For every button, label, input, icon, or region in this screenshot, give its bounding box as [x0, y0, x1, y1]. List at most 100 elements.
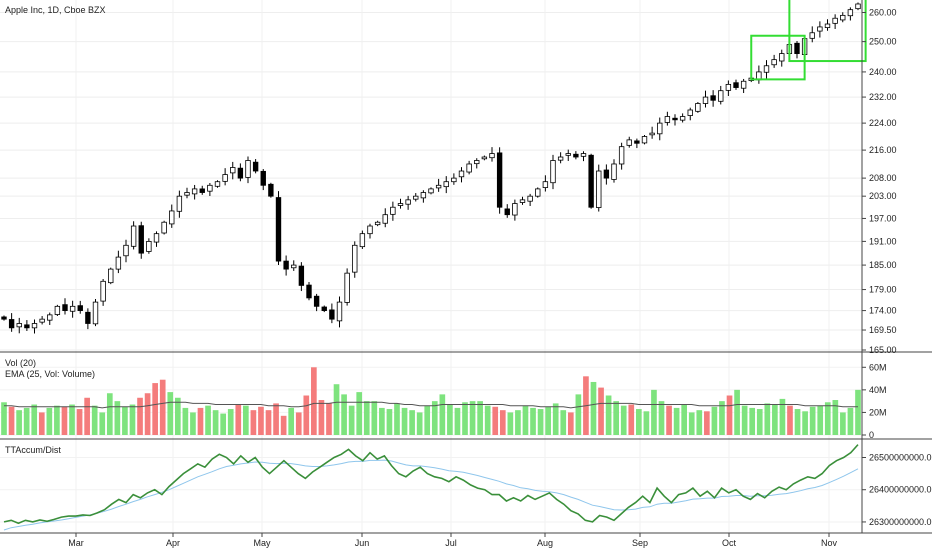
- candle: [47, 312, 53, 325]
- volume-bar: [212, 410, 219, 435]
- candle: [794, 40, 800, 59]
- volume-bar: [651, 389, 657, 435]
- candle: [176, 190, 183, 218]
- volume-bar: [265, 410, 272, 435]
- volume-bar: [439, 394, 446, 435]
- volume-bar: [23, 407, 30, 435]
- price-tick-label: 250.00: [869, 37, 897, 47]
- volume-bar: [620, 405, 627, 435]
- candle: [679, 113, 686, 123]
- candle: [695, 102, 701, 113]
- candle: [153, 231, 160, 247]
- volume-bar: [598, 387, 604, 435]
- accum-dist-line: [3, 444, 859, 525]
- price-tick-label: 208.00: [869, 173, 897, 183]
- volume-bar: [84, 397, 90, 435]
- volume-bar: [787, 405, 793, 435]
- candle: [458, 167, 465, 183]
- volume-bar: [696, 410, 703, 435]
- volume-bar: [824, 402, 831, 435]
- candle: [847, 7, 854, 21]
- volume-bar: [144, 393, 151, 435]
- candle: [69, 300, 76, 318]
- volume-bar: [280, 415, 287, 435]
- candle: [130, 221, 137, 250]
- candle: [298, 262, 305, 292]
- candle: [138, 221, 144, 259]
- candle: [725, 80, 732, 96]
- candle: [321, 305, 327, 313]
- candle: [504, 204, 510, 218]
- candle: [451, 173, 457, 185]
- price-tick-label: 216.00: [869, 145, 897, 155]
- volume-bar: [711, 406, 718, 435]
- candle: [672, 114, 678, 126]
- volume-bar: [764, 403, 771, 435]
- volume-bar: [311, 367, 317, 435]
- volume-bar: [628, 404, 635, 435]
- candle: [809, 26, 815, 43]
- price-tick-label: 191.00: [869, 236, 897, 246]
- candle: [550, 154, 556, 190]
- volume-bar: [401, 407, 408, 435]
- candle: [756, 65, 762, 84]
- ema-label: EMA (25, Vol: Volume): [5, 369, 95, 379]
- candle: [817, 21, 823, 38]
- volume-bar: [704, 411, 710, 435]
- candle: [824, 19, 831, 31]
- candle: [710, 90, 716, 107]
- volume-bar: [182, 407, 189, 435]
- volume-label: Vol (20): [5, 358, 36, 368]
- volume-axis-ticks: 60M 40M 20M 0: [862, 362, 887, 440]
- volume-bar: [190, 412, 196, 435]
- candle: [115, 250, 122, 274]
- volume-tick-label: 0: [869, 430, 874, 440]
- volume-bar: [454, 407, 461, 435]
- volume-bar: [295, 412, 302, 435]
- price-tick-label: 203.00: [869, 191, 897, 201]
- volume-bar: [38, 412, 45, 435]
- time-tick-label: Nov: [821, 538, 838, 548]
- candle: [230, 161, 236, 180]
- volume-bar: [114, 401, 121, 435]
- volume-bar: [499, 410, 506, 435]
- candle: [100, 279, 106, 306]
- volume-bar: [794, 409, 801, 435]
- price-candles: [1, 2, 861, 334]
- volume-bar: [424, 405, 431, 435]
- candle: [657, 117, 663, 141]
- candle: [618, 142, 625, 170]
- volume-bar: [409, 410, 415, 435]
- volume-bar: [605, 395, 612, 435]
- volume-bar: [507, 412, 514, 435]
- price-tick-label: 165.00: [869, 345, 897, 355]
- volume-bar: [749, 407, 756, 435]
- volume-bar: [416, 412, 423, 435]
- volume-bar: [522, 405, 529, 435]
- volume-bar: [197, 407, 204, 435]
- candle: [146, 238, 152, 254]
- volume-bar: [560, 410, 567, 435]
- volume-bar: [809, 406, 816, 435]
- volume-bar: [658, 401, 665, 435]
- volume-bar: [431, 401, 438, 435]
- volume-bar: [484, 405, 491, 435]
- candle: [779, 49, 785, 67]
- candle: [557, 152, 564, 164]
- candle: [634, 138, 640, 149]
- highlight-box: [750, 34, 806, 81]
- volume-bar: [326, 403, 332, 435]
- candle: [428, 187, 434, 195]
- volume-bar: [8, 406, 15, 435]
- time-tick-label: Aug: [537, 538, 553, 548]
- volume-bar: [258, 406, 264, 435]
- candle: [413, 193, 419, 202]
- grid-lines: [0, 0, 862, 533]
- volume-bar: [356, 392, 363, 435]
- volume-tick-label: 20M: [869, 407, 887, 417]
- volume-bar: [613, 401, 619, 435]
- volume-bar: [643, 411, 650, 435]
- accum-signal-line: [3, 459, 859, 531]
- time-axis-ticks: Mar Apr May Jun Jul Aug Sep Oct Nov: [68, 533, 837, 548]
